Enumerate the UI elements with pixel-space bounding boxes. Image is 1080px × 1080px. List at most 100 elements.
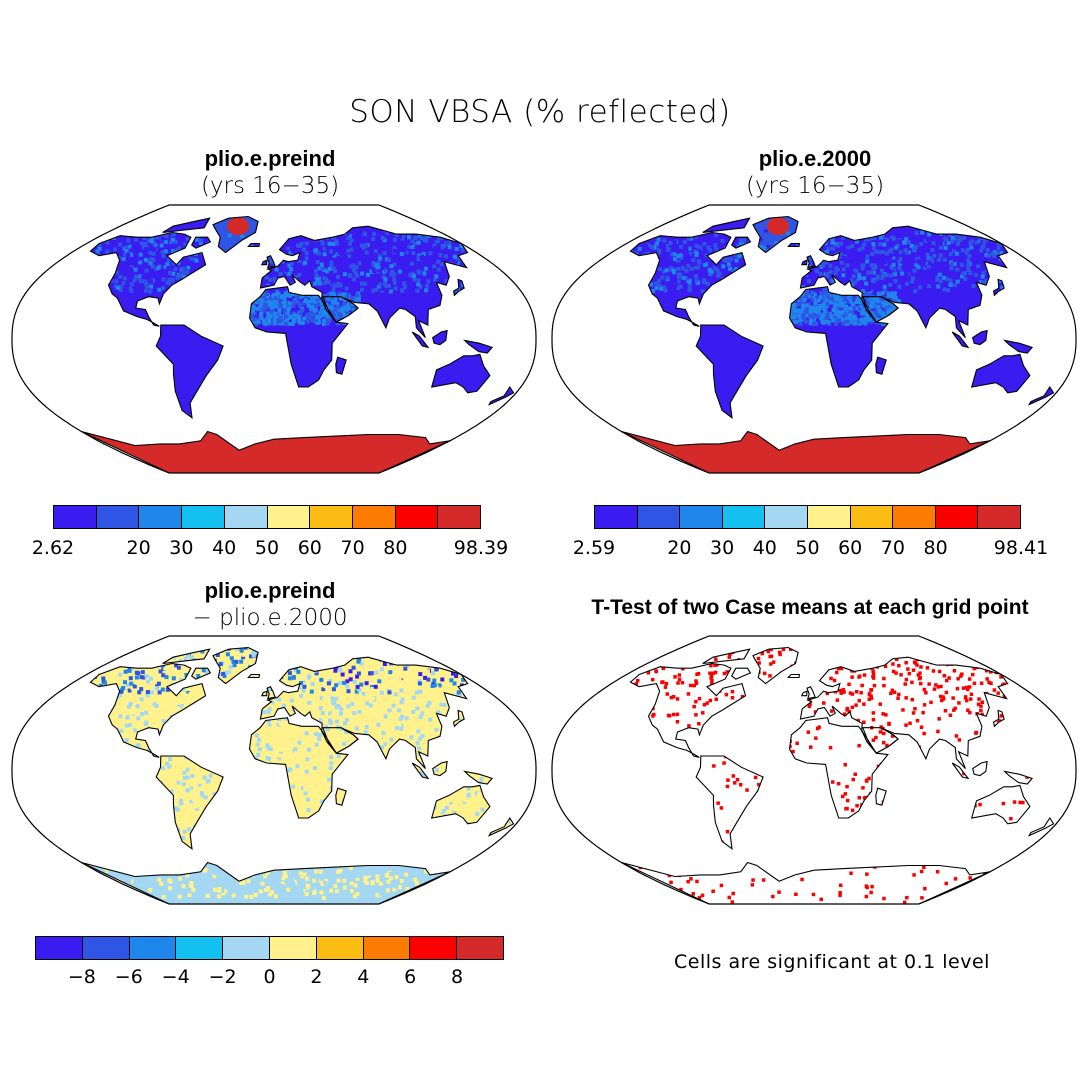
land-cell bbox=[412, 274, 416, 279]
land-cell bbox=[488, 840, 493, 845]
land-cell bbox=[490, 722, 495, 727]
land-cell bbox=[220, 873, 225, 878]
land-cell bbox=[317, 251, 321, 256]
land-cell bbox=[477, 698, 482, 703]
land-cell bbox=[1013, 273, 1017, 278]
land-cell bbox=[319, 677, 324, 682]
land-cell bbox=[425, 283, 430, 288]
land-cell bbox=[816, 298, 821, 303]
coastline-antarctica bbox=[621, 430, 991, 474]
land-cell bbox=[123, 729, 128, 734]
land-cell bbox=[279, 657, 284, 661]
land-cell bbox=[241, 251, 246, 256]
land-cell bbox=[749, 233, 753, 238]
land-cell bbox=[353, 771, 358, 776]
land-cell bbox=[434, 728, 439, 732]
land-cell bbox=[58, 819, 62, 823]
land-cell bbox=[1027, 263, 1032, 268]
land-cell bbox=[1015, 274, 1020, 279]
land-cell bbox=[124, 249, 129, 254]
land-cell bbox=[980, 274, 985, 279]
land-cell bbox=[720, 238, 725, 243]
coastline-uk bbox=[806, 254, 816, 269]
land-cell bbox=[523, 772, 527, 776]
land-cell bbox=[254, 809, 258, 813]
land-cell bbox=[416, 282, 421, 287]
land-cell bbox=[306, 675, 311, 680]
land-cell bbox=[334, 696, 339, 701]
land-cell bbox=[187, 893, 192, 898]
land-cell bbox=[966, 258, 971, 263]
land-cell bbox=[128, 676, 133, 681]
land-cell bbox=[937, 229, 941, 234]
land-cell bbox=[62, 844, 66, 848]
land-cell bbox=[283, 308, 287, 313]
land-cell bbox=[244, 894, 249, 899]
land-cell bbox=[214, 235, 219, 239]
land-cell bbox=[925, 261, 930, 266]
land-cell bbox=[53, 775, 57, 779]
land-cell bbox=[363, 687, 368, 692]
land-cell bbox=[182, 829, 187, 834]
land-cell bbox=[364, 696, 369, 701]
coastline-australia bbox=[970, 353, 1031, 394]
land-cell bbox=[506, 800, 510, 805]
land-cell bbox=[138, 260, 143, 265]
land-cell bbox=[335, 650, 339, 655]
land-cell bbox=[175, 699, 180, 704]
land-cell bbox=[355, 311, 360, 315]
land-cell bbox=[403, 285, 407, 290]
land-cell bbox=[388, 833, 393, 838]
land-cell bbox=[65, 782, 69, 786]
land-cell bbox=[636, 278, 641, 283]
land-cell bbox=[345, 654, 350, 659]
land-cell bbox=[215, 279, 220, 284]
land-cell bbox=[468, 853, 473, 858]
land-cell bbox=[474, 728, 479, 733]
land-cell bbox=[100, 734, 105, 739]
land-cell bbox=[200, 793, 205, 798]
land-cell bbox=[326, 750, 331, 755]
land-cell bbox=[816, 313, 821, 318]
land-cell bbox=[381, 232, 386, 236]
land-cell bbox=[394, 647, 399, 652]
land-cell bbox=[373, 243, 378, 248]
land-cell bbox=[380, 745, 384, 750]
land-cell bbox=[371, 781, 376, 786]
land-cell bbox=[881, 257, 886, 262]
land-cell bbox=[221, 647, 226, 649]
land-cell bbox=[176, 780, 181, 785]
land-cell bbox=[207, 286, 212, 291]
land-cell bbox=[375, 878, 380, 883]
land-cell bbox=[318, 230, 323, 235]
land-cell bbox=[168, 777, 173, 782]
land-cell bbox=[87, 286, 92, 291]
land-cell bbox=[392, 272, 397, 277]
land-cell bbox=[47, 810, 51, 814]
land-cell bbox=[764, 276, 769, 281]
land-cell bbox=[283, 809, 288, 814]
land-cell bbox=[297, 850, 302, 855]
land-cell bbox=[59, 831, 63, 835]
land-cell bbox=[229, 837, 234, 842]
land-cell bbox=[432, 788, 437, 793]
land-cell bbox=[168, 757, 173, 761]
land-cell bbox=[128, 837, 133, 842]
land-arctic-islands bbox=[162, 218, 210, 233]
land-cell bbox=[901, 265, 906, 270]
land-cell bbox=[66, 805, 70, 809]
land-cell bbox=[253, 755, 258, 760]
land-cell bbox=[367, 875, 372, 880]
land-cell bbox=[419, 780, 424, 785]
land-cell bbox=[823, 309, 828, 314]
land-cell bbox=[411, 695, 416, 700]
land-cell bbox=[479, 763, 484, 768]
land-cell bbox=[98, 748, 103, 752]
land-cell bbox=[203, 795, 208, 800]
land-cell bbox=[882, 284, 887, 289]
land-cell bbox=[906, 250, 911, 255]
land-cell bbox=[248, 823, 253, 827]
land-cell bbox=[505, 788, 510, 793]
land-cell bbox=[62, 801, 66, 805]
land-cell bbox=[329, 755, 334, 760]
